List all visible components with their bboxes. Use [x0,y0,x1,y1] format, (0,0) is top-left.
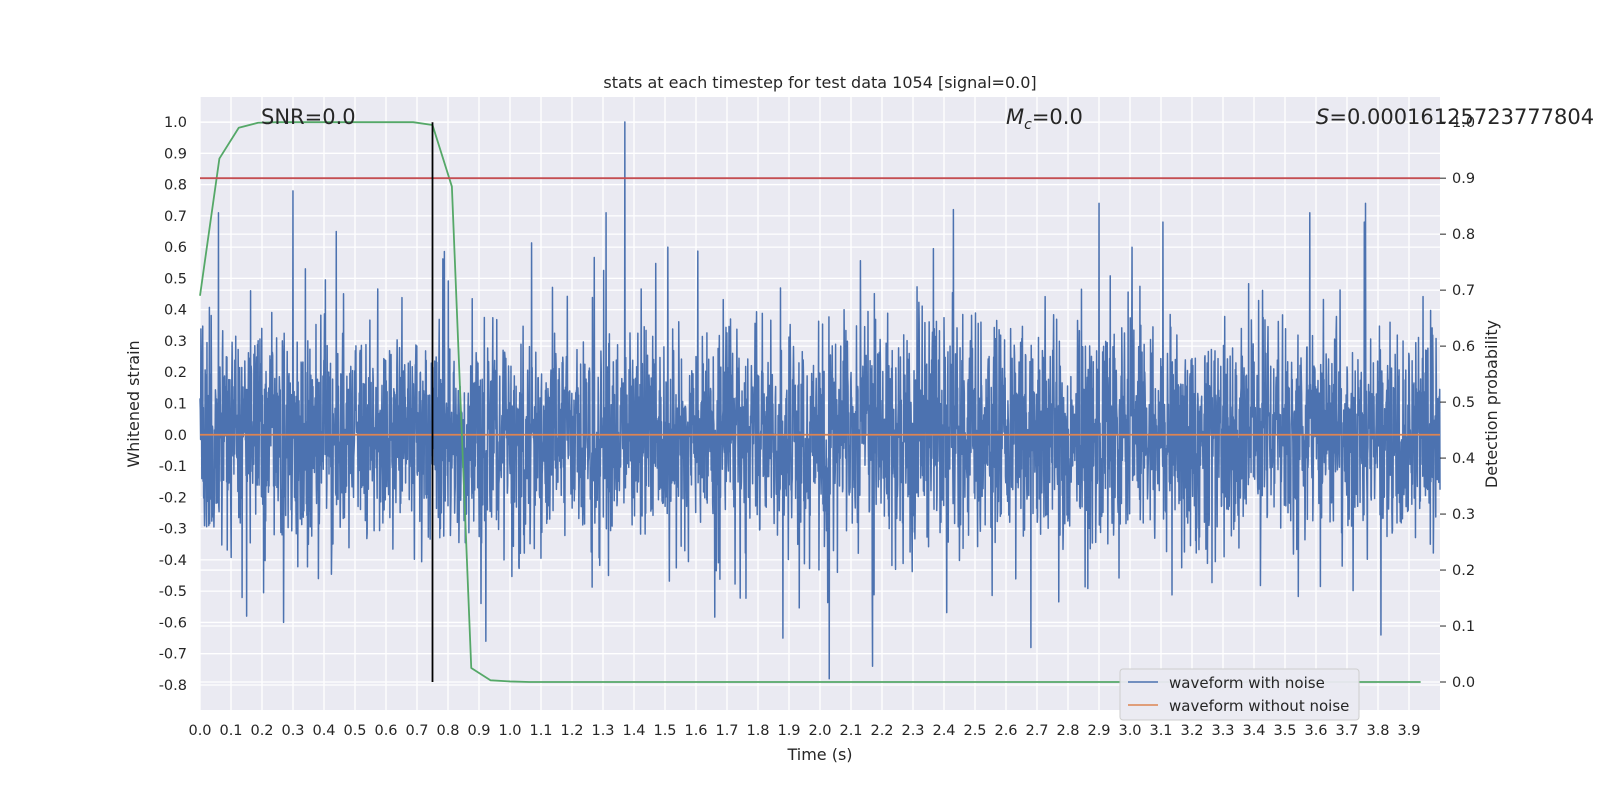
y-tick-label: -0.5 [159,584,187,600]
y2-tick-label: 0.7 [1452,283,1475,299]
y2-tick-label: 0.6 [1452,339,1475,355]
x-tick-label: 1.8 [746,723,769,739]
y-axis-label: Whitened strain [124,340,143,467]
y-tick-label: -0.7 [159,647,187,663]
y2-tick-label: 0.8 [1452,227,1475,243]
x-tick-label: 0.6 [374,723,397,739]
x-tick-label: 1.5 [653,723,676,739]
s-value: =0.00016125723777804 [1329,105,1594,129]
x-tick-label: 2.4 [932,723,955,739]
legend-label-clean: waveform without noise [1169,697,1349,715]
x-tick-label: 3.3 [1211,723,1234,739]
x-tick-label: 0.5 [343,723,366,739]
y-tick-label: 0.5 [164,271,187,287]
mc-subscript: c [1024,117,1032,133]
y-tick-label: 0.8 [164,178,187,194]
y-tick-label: 0.9 [164,146,187,162]
y-tick-label: 0.1 [164,397,187,413]
x-tick-label: 1.0 [498,723,521,739]
mc-symbol: M [1006,105,1024,129]
x-tick-label: 3.6 [1304,723,1327,739]
x-tick-label: 3.0 [1118,723,1141,739]
x-tick-label: 1.6 [684,723,707,739]
x-tick-label: 3.4 [1242,723,1265,739]
y-tick-label: -0.8 [159,678,187,694]
x-tick-label: 2.1 [839,723,862,739]
x-tick-label: 3.7 [1335,723,1358,739]
y-tick-label: 0.3 [164,334,187,350]
y2-axis-label: Detection probability [1482,320,1501,488]
x-tick-label: 0.0 [188,723,211,739]
y-tick-label: 0.4 [164,303,187,319]
s-annotation: S=0.00016125723777804 [1316,105,1594,129]
x-tick-label: 2.6 [994,723,1017,739]
x-tick-label: 2.3 [901,723,924,739]
chart-title: stats at each timestep for test data 105… [603,73,1036,92]
y2-tick-label: 0.0 [1452,675,1475,691]
y2-tick-label: 0.5 [1452,395,1475,411]
legend: waveform with noise waveform without noi… [1119,668,1360,721]
y-tick-label: 0.0 [164,428,187,444]
series-waveform-with-noise [199,121,1441,680]
x-tick-label: 0.9 [467,723,490,739]
y-tick-label: -0.2 [159,490,187,506]
x-tick-label: 1.1 [529,723,552,739]
x-tick-label: 3.9 [1397,723,1420,739]
mc-annotation: Mc=0.0 [1006,105,1083,133]
x-tick-label: 2.2 [870,723,893,739]
snr-annotation: SNR=0.0 [261,105,356,129]
x-tick-label: 3.1 [1149,723,1172,739]
y-tick-label: 0.2 [164,365,187,381]
x-tick-label: 1.9 [777,723,800,739]
series-detection-probability [199,121,1421,683]
x-tick-label: 0.8 [436,723,459,739]
y-tick-label: 0.7 [164,209,187,225]
x-tick-label: 0.4 [312,723,335,739]
y-tick-label: 0.6 [164,240,187,256]
series-layer [199,121,1441,683]
x-tick-label: 0.2 [250,723,273,739]
x-tick-label: 0.7 [405,723,428,739]
x-tick-label: 1.3 [591,723,614,739]
x-tick-label: 3.2 [1180,723,1203,739]
x-tick-label: 2.7 [1025,723,1048,739]
x-tick-label: 1.4 [622,723,645,739]
mc-value: =0.0 [1032,105,1083,129]
y2-tick-label: 0.1 [1452,619,1475,635]
x-tick-label: 0.3 [281,723,304,739]
x-tick-label: 1.2 [560,723,583,739]
y2-tick-label: 0.9 [1452,171,1475,187]
y2-tick-label: 1.0 [1452,115,1475,131]
y-tick-label: -0.1 [159,459,187,475]
x-tick-label: 2.5 [963,723,986,739]
y2-tick-label: 0.3 [1452,507,1475,523]
tick-labels: 0.0 0.1 0.2 0.3 0.4 0.5 0.6 0.7 0.8 0.9 1.0 1.1 1.2 1… [159,115,1475,739]
x-tick-label: 2.9 [1087,723,1110,739]
x-axis-label: Time (s) [786,745,852,764]
s-symbol: S [1316,105,1329,129]
x-tick-label: 2.0 [808,723,831,739]
x-tick-label: 0.1 [219,723,242,739]
y-tick-label: -0.3 [159,522,187,538]
y-tick-label: -0.6 [159,615,187,631]
x-tick-label: 2.8 [1056,723,1079,739]
x-tick-label: 1.7 [715,723,738,739]
x-tick-label: 3.5 [1273,723,1296,739]
y2-tick-label: 0.4 [1452,451,1475,467]
y-tick-label: 1.0 [164,115,187,131]
x-tick-label: 3.8 [1366,723,1389,739]
legend-label-noise: waveform with noise [1169,674,1325,692]
y2-tick-label: 0.2 [1452,563,1475,579]
y-tick-label: -0.4 [159,553,187,569]
legend-box [1119,668,1360,721]
